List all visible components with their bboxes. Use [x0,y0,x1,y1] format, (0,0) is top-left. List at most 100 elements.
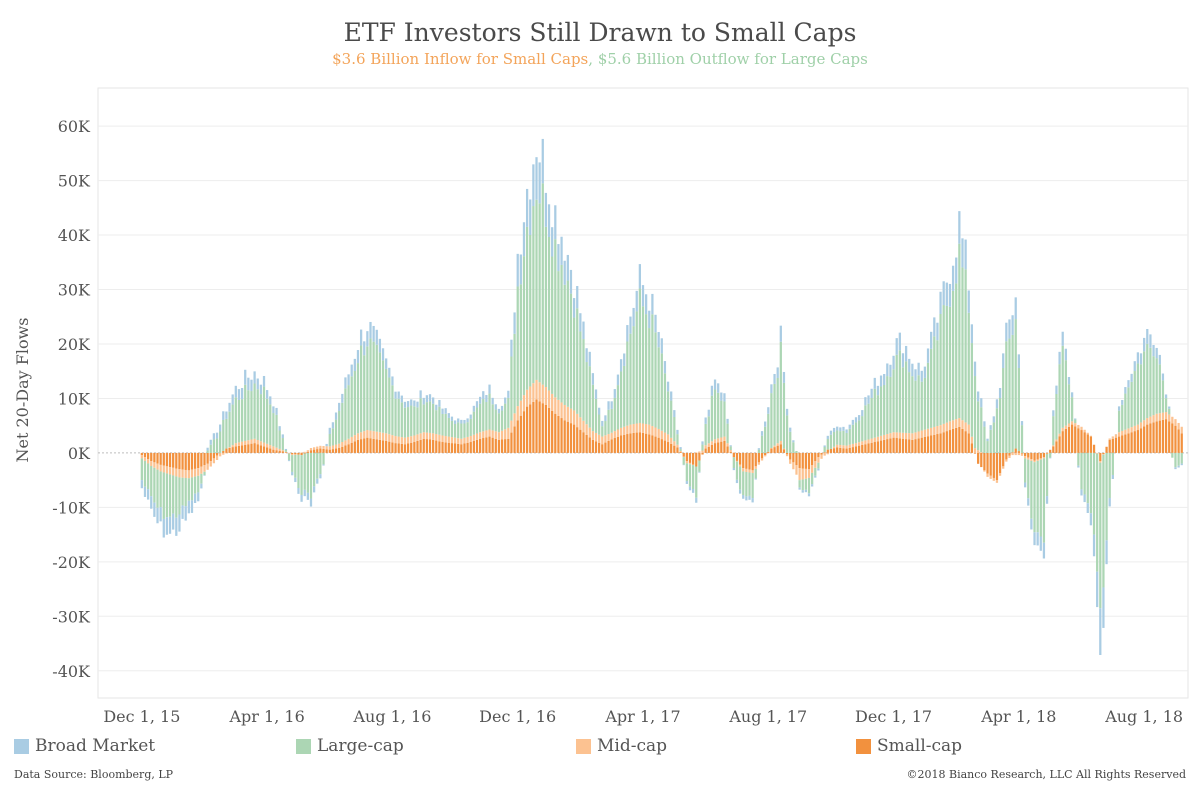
bar-broad [209,439,212,445]
bar-mid [1127,428,1130,434]
bar-large [917,375,920,432]
bar-broad [1070,392,1074,398]
bar-small [369,438,372,453]
bar-broad [1030,518,1033,530]
bar-small [1155,421,1158,453]
bar-large [294,454,297,478]
y-tick-label: 60K [58,117,91,136]
bar-mid [1168,414,1171,422]
bar-small [817,452,820,458]
bar-broad [1168,406,1171,409]
bar-large [334,419,338,445]
bar-large [413,406,416,436]
bar-broad [1096,571,1099,608]
bar-mid [748,469,751,473]
bar-small [347,444,350,453]
bar-large [1074,419,1077,424]
bar-mid [262,442,266,447]
bar-small [225,448,228,453]
bar-small [901,438,905,453]
bar-broad [983,421,986,427]
bar-large [886,376,889,435]
bar-large [648,328,651,425]
bar-broad [889,364,892,377]
bar-small [679,452,682,453]
y-tick-label: -30K [52,607,91,626]
bar-broad [312,486,316,493]
bar-large [632,326,635,425]
bar-large [168,474,172,517]
x-tick-label: Dec 1, 16 [479,707,556,726]
bar-broad [1002,353,1005,369]
bar-small [829,448,833,453]
bar-mid [1114,434,1118,438]
bar-small [525,406,529,453]
bar-large [522,256,526,396]
bar-small [385,440,388,453]
bar-broad [253,371,256,384]
bar-broad [228,402,231,412]
bar-large [933,336,936,427]
bar-broad [187,500,190,514]
bar-small [776,445,779,453]
bar-large [338,411,341,444]
bar-mid [607,434,610,441]
bar-small [973,452,977,454]
bar-small [231,447,234,453]
bar-large [403,407,407,438]
bar-mid [146,459,150,464]
bar-small [826,449,829,453]
bar-small [262,446,266,453]
bar-small [419,439,422,453]
bar-mid [1020,453,1024,456]
bar-large [814,467,817,476]
bar-small [792,452,795,463]
bar-large [1067,384,1071,424]
bar-small [460,444,463,453]
bar-small [601,444,604,453]
bar-broad [942,281,945,306]
bar-large [394,398,397,437]
bar-large [638,288,641,423]
bar-small [406,443,410,453]
bar-large [908,372,911,434]
bar-mid [187,470,190,479]
bar-small [1036,452,1039,460]
bar-large [754,468,757,479]
bar-small [325,449,328,453]
bar-large [482,399,485,432]
bar-mid [457,438,460,444]
bar-large [535,199,538,380]
bar-large [795,451,798,453]
bar-large [566,280,569,407]
bar-broad [723,393,726,402]
bar-large [444,413,447,437]
bar-mid [948,421,952,431]
bar-small [576,427,579,453]
bar-broad [623,353,626,366]
bar-mid [491,430,494,438]
bar-large [901,367,905,433]
bar-broad [1055,385,1058,394]
bar-large [422,404,425,433]
bar-small [1171,423,1174,453]
bar-large [165,473,169,518]
subtitle-small-cap: $3.6 Billion Inflow for Small Caps [332,50,589,68]
bar-large [212,439,216,453]
bar-mid [936,426,939,435]
bar-mid [485,430,488,438]
bar-small [391,442,394,453]
bar-large [416,407,419,435]
bar-broad [535,157,538,200]
bar-large [485,402,488,431]
bar-mid [1161,412,1165,420]
bar-mid [626,425,629,435]
bar-large [641,306,645,424]
bar-mid [291,454,294,456]
bar-broad [629,316,632,334]
bar-broad [742,495,745,499]
bar-large [801,479,804,491]
bar-broad [181,505,184,519]
bar-mid [1155,413,1158,422]
